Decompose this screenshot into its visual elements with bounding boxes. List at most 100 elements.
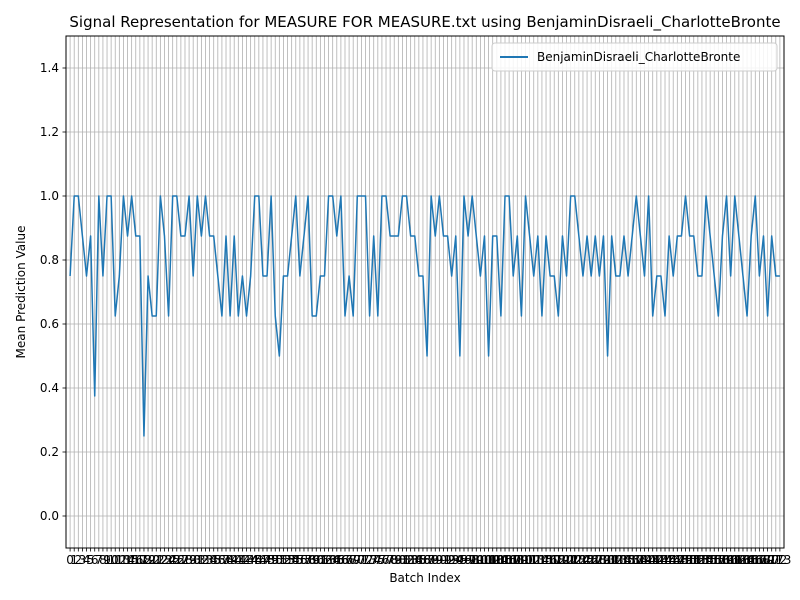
x-tick-label: 115	[530, 553, 553, 567]
x-tick-label: 72	[358, 553, 373, 567]
x-tick-label: 58	[300, 553, 315, 567]
x-tick-label: 171	[760, 553, 783, 567]
x-tick-label: 24	[161, 553, 176, 567]
x-tick-label: 102	[477, 553, 500, 567]
x-tick-label: 73	[362, 553, 377, 567]
x-tick-label: 31	[190, 553, 205, 567]
x-tick-label: 56	[292, 553, 307, 567]
x-tick-label: 103	[481, 553, 504, 567]
x-tick-label: 26	[169, 553, 184, 567]
legend-label: BenjaminDisraeli_CharlotteBronte	[537, 50, 740, 64]
x-tick-label: 74	[366, 553, 381, 567]
x-tick-label: 0	[66, 553, 74, 567]
x-tick-label: 150	[674, 553, 697, 567]
x-tick-label: 3	[79, 553, 87, 567]
x-tick-label: 144	[649, 553, 672, 567]
x-tick-label: 149	[670, 553, 693, 567]
x-tick-label: 164	[732, 553, 755, 567]
x-tick-label: 45	[247, 553, 262, 567]
x-tick-label: 9	[103, 553, 111, 567]
x-tick-label: 83	[403, 553, 418, 567]
x-tick-label: 33	[198, 553, 213, 567]
x-tick-label: 53	[280, 553, 295, 567]
x-tick-label: 172	[764, 553, 787, 567]
x-tick-label: 120	[551, 553, 574, 567]
x-tick-label: 67	[337, 553, 352, 567]
x-tick-label: 80	[391, 553, 406, 567]
x-tick-label: 140	[633, 553, 656, 567]
x-tick-label: 86	[415, 553, 430, 567]
x-tick-label: 105	[489, 553, 512, 567]
x-tick-label: 165	[736, 553, 759, 567]
x-tick-label: 5	[87, 553, 95, 567]
x-tick-label: 69	[346, 553, 361, 567]
x-tick-label: 92	[440, 553, 455, 567]
x-tick-label: 154	[690, 553, 713, 567]
x-tick-label: 70	[350, 553, 365, 567]
x-tick-label: 75	[370, 553, 385, 567]
x-tick-label: 40	[227, 553, 242, 567]
x-tick-label: 133	[604, 553, 627, 567]
x-tick-label: 63	[321, 553, 336, 567]
x-tick-label: 7	[95, 553, 103, 567]
x-tick-label: 132	[600, 553, 623, 567]
x-tick-label: 145	[654, 553, 677, 567]
x-tick-label: 107	[498, 553, 521, 567]
x-tick-label: 17	[132, 553, 147, 567]
x-tick-label: 141	[637, 553, 660, 567]
x-tick-label: 124	[567, 553, 590, 567]
x-tick-label: 89	[428, 553, 443, 567]
x-tick-label: 166	[740, 553, 763, 567]
x-tick-label: 61	[313, 553, 328, 567]
x-tick-label: 142	[641, 553, 664, 567]
y-tick-label: 1.2	[40, 125, 59, 139]
series-line	[69, 195, 780, 437]
x-tick-label: 138	[625, 553, 648, 567]
x-tick-label: 66	[333, 553, 348, 567]
legend-box	[491, 42, 778, 72]
x-tick-label: 37	[214, 553, 229, 567]
x-tick-label: 170	[756, 553, 779, 567]
x-tick-label: 6	[91, 553, 99, 567]
x-tick-label: 135	[613, 553, 636, 567]
x-tick-label: 54	[284, 553, 299, 567]
x-tick-label: 49	[264, 553, 279, 567]
x-tick-label: 146	[658, 553, 681, 567]
x-tick-label: 121	[555, 553, 578, 567]
x-tick-label: 148	[666, 553, 689, 567]
x-tick-label: 100	[469, 553, 492, 567]
x-tick-label: 97	[460, 553, 475, 567]
x-tick-label: 25	[165, 553, 180, 567]
x-tick-label: 118	[543, 553, 566, 567]
x-tick-label: 60	[309, 553, 324, 567]
x-tick-label: 21	[149, 553, 164, 567]
x-tick-label: 94	[448, 553, 463, 567]
y-axis-ticks: 0.0 0.2 0.4 0.6 0.8 1.0 1.2 1.4	[40, 61, 66, 523]
x-tick-label: 128	[584, 553, 607, 567]
x-tick-label: 79	[387, 553, 402, 567]
x-tick-label: 152	[682, 553, 705, 567]
y-tick-label: 0.6	[40, 317, 59, 331]
x-tick-label: 8	[99, 553, 107, 567]
x-tick-label: 161	[719, 553, 742, 567]
y-axis-label: Mean Prediction Value	[14, 226, 28, 359]
x-tick-label: 55	[288, 553, 303, 567]
x-tick-label: 85	[411, 553, 426, 567]
x-tick-label: 59	[305, 553, 320, 567]
x-tick-label: 147	[662, 553, 685, 567]
x-tick-label: 39	[222, 553, 237, 567]
x-tick-label: 95	[452, 553, 467, 567]
x-tick-label: 84	[407, 553, 422, 567]
x-tick-label: 43	[239, 553, 254, 567]
x-tick-label: 167	[744, 553, 767, 567]
y-tick-label: 1.4	[40, 61, 59, 75]
x-tick-label: 11	[108, 553, 123, 567]
x-tick-label: 123	[563, 553, 586, 567]
x-tick-label: 14	[120, 553, 135, 567]
x-tick-label: 18	[136, 553, 151, 567]
x-gridlines	[69, 36, 781, 548]
y-tick-label: 0.4	[40, 381, 59, 395]
x-tick-label: 35	[206, 553, 221, 567]
x-tick-label: 109	[506, 553, 529, 567]
